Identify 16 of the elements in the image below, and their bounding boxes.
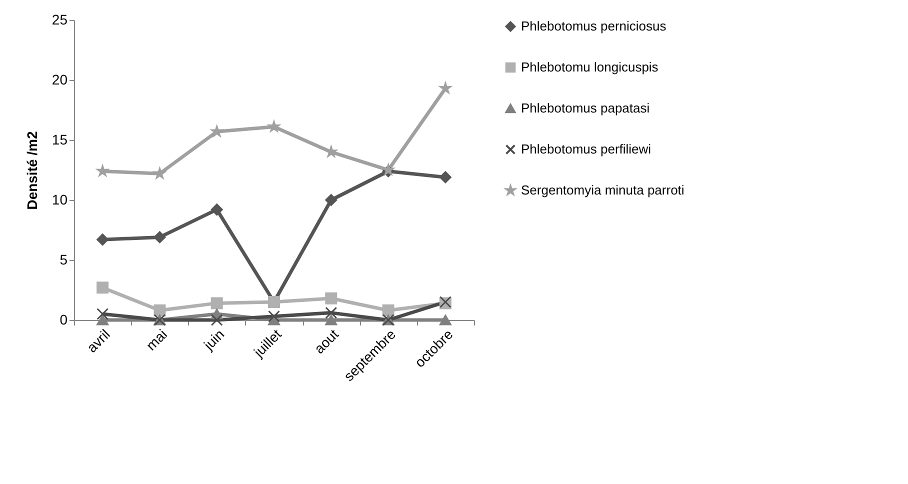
y-tick-label: 5 xyxy=(60,252,68,268)
x-tick-label: juin xyxy=(200,326,228,354)
y-tick-label: 0 xyxy=(60,312,68,328)
legend-label: Phlebotomus papatasi xyxy=(521,100,650,116)
x-tick-label: mai xyxy=(142,326,170,354)
y-tick-label: 25 xyxy=(52,12,68,28)
legend-label: Phlebotomu longicuspis xyxy=(521,60,659,74)
x-tick-label: aout xyxy=(310,326,342,357)
x-tick-label: avril xyxy=(84,326,113,356)
y-tick-label: 10 xyxy=(52,192,68,208)
legend-label: Phlebotomus perniciosus xyxy=(521,18,667,34)
legend-label: Phlebotomus perfiliewi xyxy=(521,142,652,156)
y-axis-title: Densité /m2 xyxy=(24,130,40,210)
y-tick-label: 15 xyxy=(52,132,68,148)
y-tick-label: 20 xyxy=(52,72,68,88)
legend-label: Sergentomyia minuta parroti xyxy=(521,182,684,198)
